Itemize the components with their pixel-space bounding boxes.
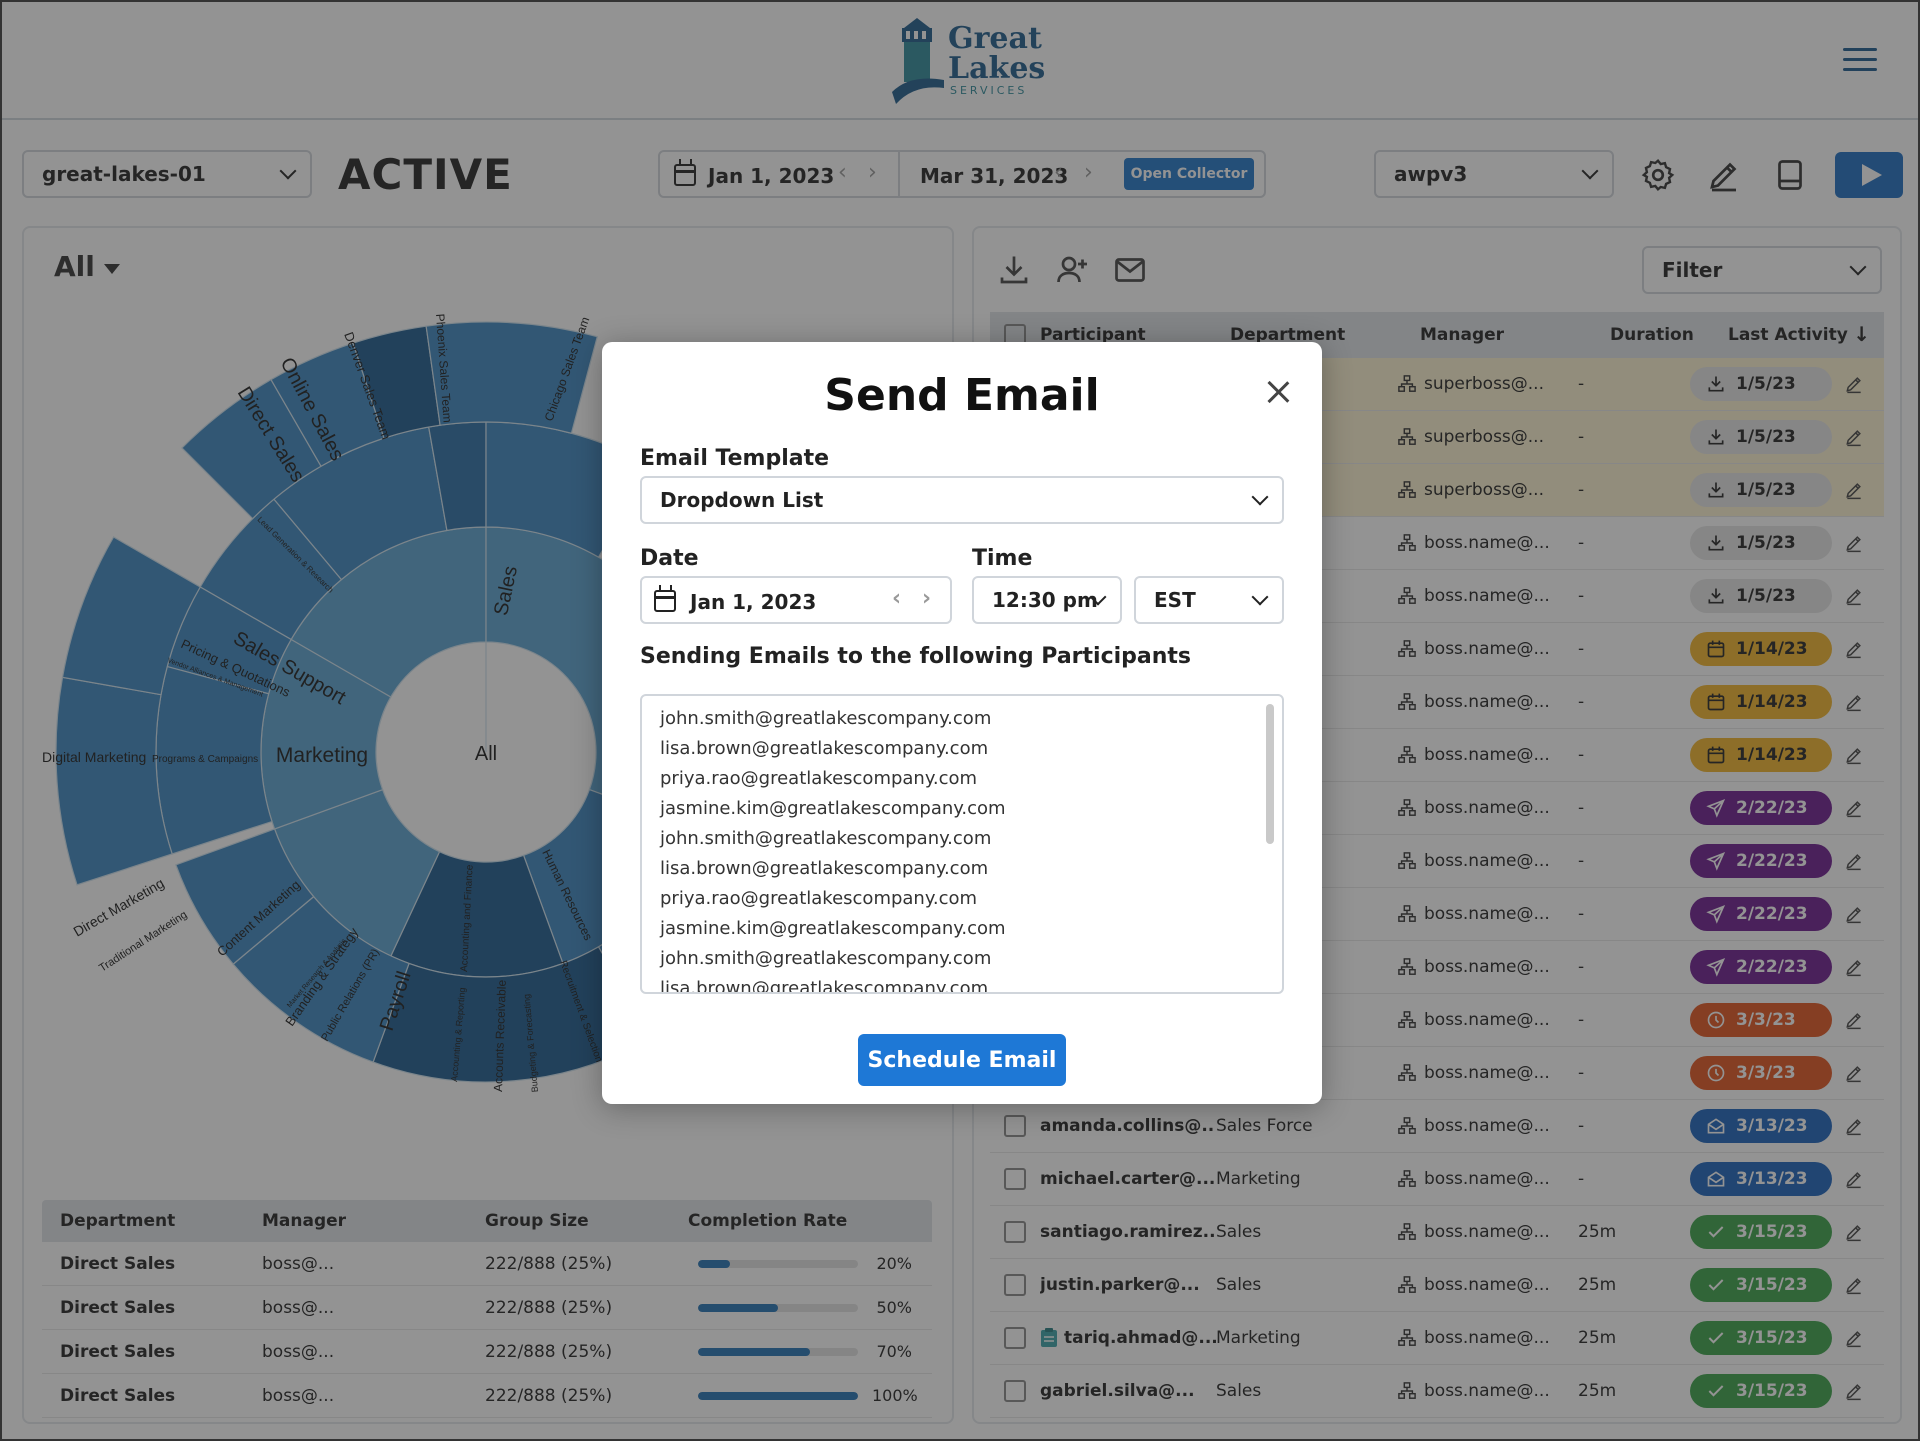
recipient-email: john.smith@greatlakescompany.com (660, 708, 992, 729)
time-label: Time (972, 546, 1033, 571)
timezone-select[interactable]: EST (1134, 576, 1284, 624)
send-email-dialog: Send Email Email Template Dropdown List … (602, 342, 1322, 1104)
participants-label: Sending Emails to the following Particip… (640, 644, 1192, 669)
recipient-items: john.smith@greatlakescompany.com lisa.bro… (660, 704, 1264, 994)
date-picker[interactable]: Jan 1, 2023 ‹ › (640, 576, 952, 624)
calendar-icon (654, 585, 676, 612)
time-select[interactable]: 12:30 pm (972, 576, 1122, 624)
recipient-email: priya.rao@greatlakescompany.com (660, 768, 978, 789)
template-select[interactable]: Dropdown List (640, 476, 1284, 524)
recipient-email: john.smith@greatlakescompany.com (660, 948, 992, 969)
date-label: Date (640, 546, 699, 571)
time-select-value: 12:30 pm (992, 588, 1098, 612)
dialog-title: Send Email (824, 370, 1100, 421)
chevron-down-icon (1251, 588, 1269, 606)
recipient-email: jasmine.kim@greatlakescompany.com (660, 798, 1006, 819)
template-select-value: Dropdown List (660, 488, 824, 512)
scrollbar[interactable] (1266, 704, 1274, 844)
chevron-left-icon[interactable]: ‹ (892, 586, 902, 611)
close-icon[interactable] (1264, 378, 1292, 406)
recipient-email: john.smith@greatlakescompany.com (660, 828, 992, 849)
recipient-email: lisa.brown@greatlakescompany.com (660, 978, 989, 994)
chevron-down-icon (1251, 488, 1269, 506)
recipient-email: jasmine.kim@greatlakescompany.com (660, 918, 1006, 939)
recipient-email: lisa.brown@greatlakescompany.com (660, 738, 989, 759)
recipient-list[interactable]: john.smith@greatlakescompany.com lisa.bro… (640, 694, 1284, 994)
schedule-email-button[interactable]: Schedule Email (858, 1034, 1066, 1086)
chevron-right-icon[interactable]: › (922, 586, 932, 611)
template-label: Email Template (640, 446, 830, 471)
recipient-email: lisa.brown@greatlakescompany.com (660, 858, 989, 879)
date-value: Jan 1, 2023 (690, 590, 817, 614)
recipient-email: priya.rao@greatlakescompany.com (660, 888, 978, 909)
timezone-select-value: EST (1154, 588, 1196, 612)
